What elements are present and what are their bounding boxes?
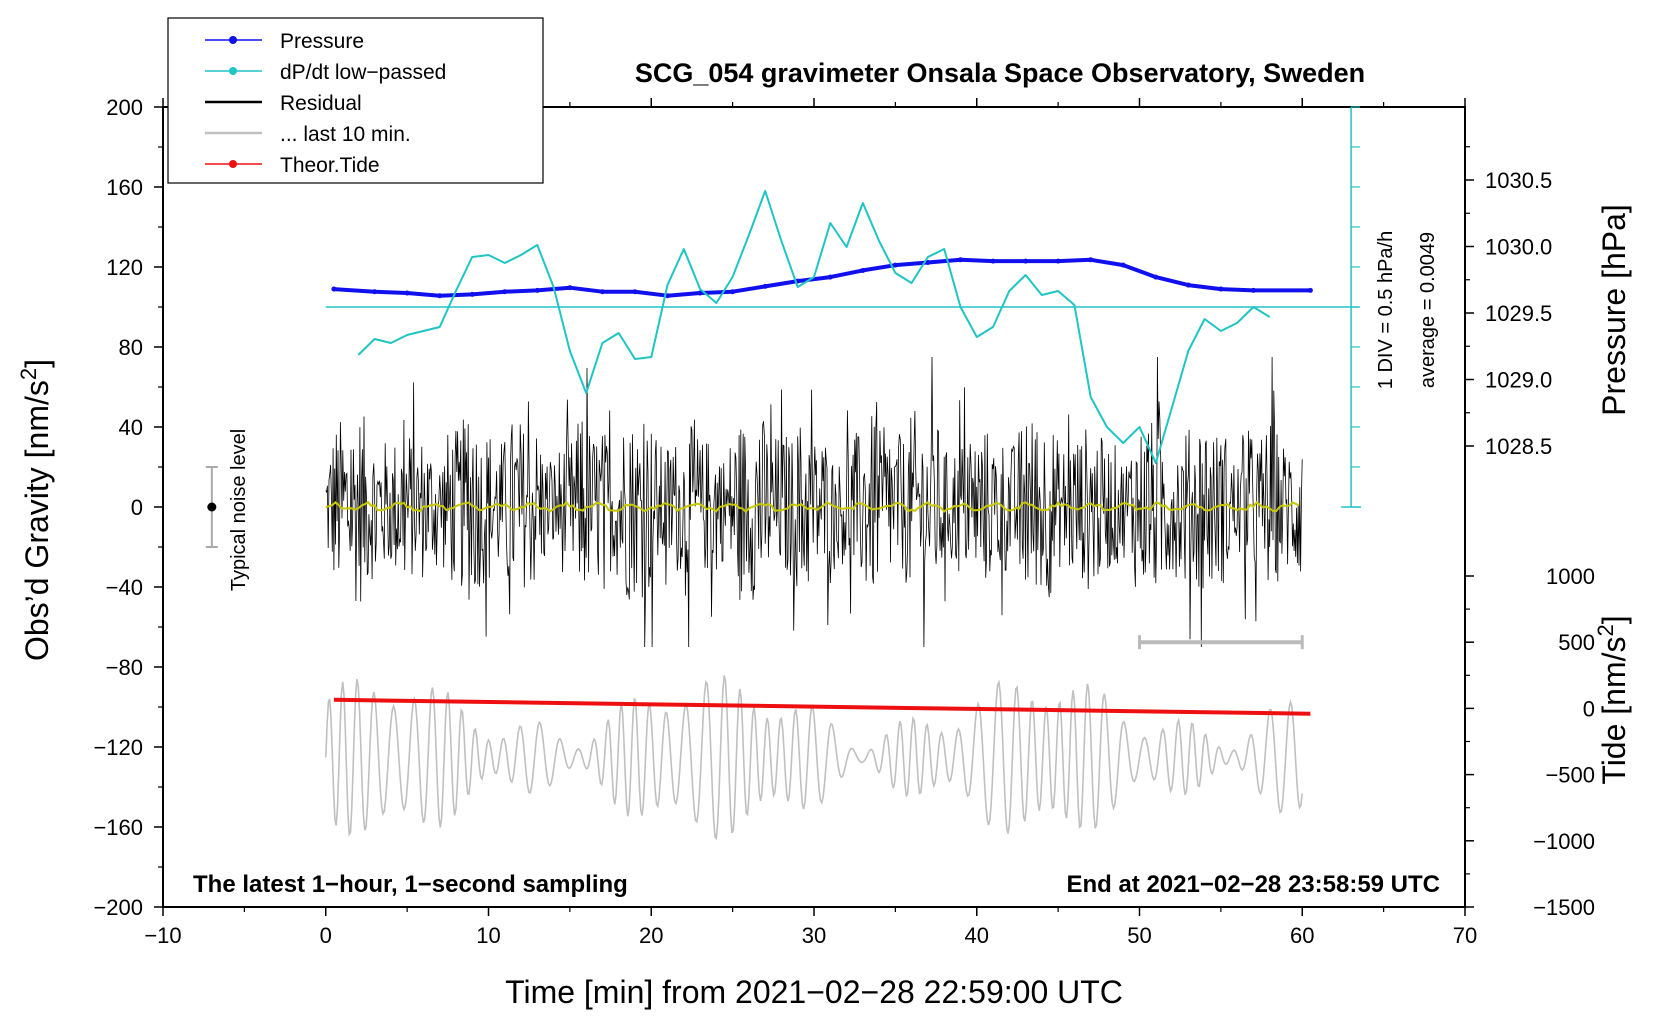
legend-label: Theor.Tide bbox=[280, 154, 380, 177]
pressure-point bbox=[925, 259, 931, 265]
pressure-point bbox=[331, 286, 337, 292]
residual-line bbox=[325, 356, 1303, 648]
y-tick-label: −120 bbox=[93, 735, 143, 760]
x-tick-label: 0 bbox=[320, 923, 332, 948]
x-tick-label: 50 bbox=[1127, 923, 1151, 948]
x-axis-label: Time [min] from 2021−02−28 22:59:00 UTC bbox=[505, 974, 1123, 1010]
tide-tick-label: 1000 bbox=[1546, 564, 1595, 589]
y-tick-label: 80 bbox=[119, 335, 143, 360]
y-axis-label-pressure: Pressure [hPa] bbox=[1596, 204, 1632, 416]
x-tick-label: 20 bbox=[639, 923, 663, 948]
y-tick-label: −40 bbox=[106, 575, 143, 600]
pressure-point bbox=[1250, 287, 1256, 293]
x-tick-label: −10 bbox=[144, 923, 181, 948]
tide-tick-label: 0 bbox=[1583, 696, 1595, 721]
pressure-point bbox=[762, 283, 768, 289]
series-lines bbox=[331, 190, 1313, 716]
pressure-point bbox=[1307, 287, 1313, 293]
dpdt-average-note: average = 0.0049 bbox=[1417, 232, 1439, 388]
x-tick-label: 60 bbox=[1290, 923, 1314, 948]
pressure-point bbox=[990, 258, 996, 264]
pressure-point bbox=[502, 289, 508, 295]
legend-swatch-marker bbox=[229, 67, 237, 75]
legend-label: ... last 10 min. bbox=[280, 123, 411, 146]
y-axis-label-left: Obs’d Gravity [nm/s2] bbox=[16, 359, 56, 661]
last-10-min-trace bbox=[325, 675, 1303, 841]
y-tick-label: −160 bbox=[93, 815, 143, 840]
tide-tick-label: −1000 bbox=[1533, 829, 1595, 854]
pressure-point bbox=[1185, 282, 1191, 288]
pressure-point bbox=[892, 262, 898, 268]
pressure-point bbox=[599, 289, 605, 295]
pressure-point bbox=[860, 267, 866, 273]
legend-label: Pressure bbox=[280, 30, 364, 53]
pressure-point bbox=[534, 287, 540, 293]
x-tick-label: 40 bbox=[965, 923, 989, 948]
x-tick-label: 30 bbox=[802, 923, 826, 948]
y-tick-label: 200 bbox=[106, 95, 143, 120]
annotations bbox=[205, 106, 1362, 650]
legend-label: dP/dt low−passed bbox=[280, 61, 446, 84]
pressure-point bbox=[372, 289, 378, 295]
residual-smoothed-line bbox=[325, 500, 1300, 513]
y-tick-label: −200 bbox=[93, 895, 143, 920]
pressure-point bbox=[1055, 258, 1061, 264]
pressure-tick-label: 1030.0 bbox=[1485, 235, 1552, 260]
tide-tick-label: 500 bbox=[1558, 630, 1595, 655]
y-tick-label: 0 bbox=[131, 495, 143, 520]
chart-title: SCG_054 gravimeter Onsala Space Observat… bbox=[635, 58, 1365, 88]
pressure-point bbox=[957, 257, 963, 263]
last-10-min-line bbox=[325, 675, 1303, 841]
note-sampling: The latest 1−hour, 1−second sampling bbox=[193, 871, 628, 898]
series-dp-dt-low-passed bbox=[357, 190, 1271, 464]
pressure-point bbox=[567, 285, 573, 291]
y-tick-label: 40 bbox=[119, 415, 143, 440]
pressure-point bbox=[437, 293, 443, 299]
note-end-time: End at 2021−02−28 23:58:59 UTC bbox=[1066, 871, 1440, 898]
pressure-tick-label: 1029.5 bbox=[1485, 301, 1552, 326]
x-tick-label: 70 bbox=[1453, 923, 1477, 948]
tide-tick-label: −500 bbox=[1545, 763, 1595, 788]
axis-ticks: −10 0 10 20 30 40 50 60 70 −200 −160 −120 −80 −40 0 40 8… bbox=[93, 95, 1595, 948]
pressure-point bbox=[632, 289, 638, 295]
y-tick-label: −80 bbox=[106, 655, 143, 680]
y-tick-label: 160 bbox=[106, 175, 143, 200]
pressure-point bbox=[469, 291, 475, 297]
noise-level-label: Typical noise level bbox=[228, 429, 250, 591]
legend-swatch-marker bbox=[229, 36, 237, 44]
pressure-tick-label: 1029.0 bbox=[1485, 368, 1552, 393]
pressure-point bbox=[730, 289, 736, 295]
dpdt-scale-note: 1 DIV = 0.5 hPa/h bbox=[1375, 231, 1397, 389]
pressure-point bbox=[827, 274, 833, 280]
pressure-point bbox=[1218, 286, 1224, 292]
pressure-tick-label: 1030.5 bbox=[1485, 168, 1552, 193]
y-tick-label: 120 bbox=[106, 255, 143, 280]
legend-swatch-marker bbox=[229, 160, 237, 168]
legend-box bbox=[167, 17, 544, 184]
pressure-point bbox=[1120, 262, 1126, 268]
x-tick-label: 10 bbox=[476, 923, 500, 948]
legend-label: Residual bbox=[280, 92, 362, 115]
pressure-point bbox=[1088, 257, 1094, 263]
y-axis-label-tide: Tide [nm/s2] bbox=[1593, 615, 1633, 784]
noise-bar-dot bbox=[207, 502, 217, 512]
series-theor-tide bbox=[333, 697, 1311, 716]
pressure-tick-label: 1028.5 bbox=[1485, 434, 1552, 459]
tide-tick-label: −1500 bbox=[1533, 895, 1595, 920]
legend: Pressure dP/dt low−passed Residual ... last… bbox=[167, 17, 544, 184]
pressure-point bbox=[1153, 274, 1159, 280]
pressure-point bbox=[404, 290, 410, 296]
pressure-point bbox=[1023, 258, 1029, 264]
pressure-point bbox=[697, 290, 703, 296]
series-pressure bbox=[333, 257, 1311, 298]
residual-trace bbox=[325, 356, 1303, 648]
